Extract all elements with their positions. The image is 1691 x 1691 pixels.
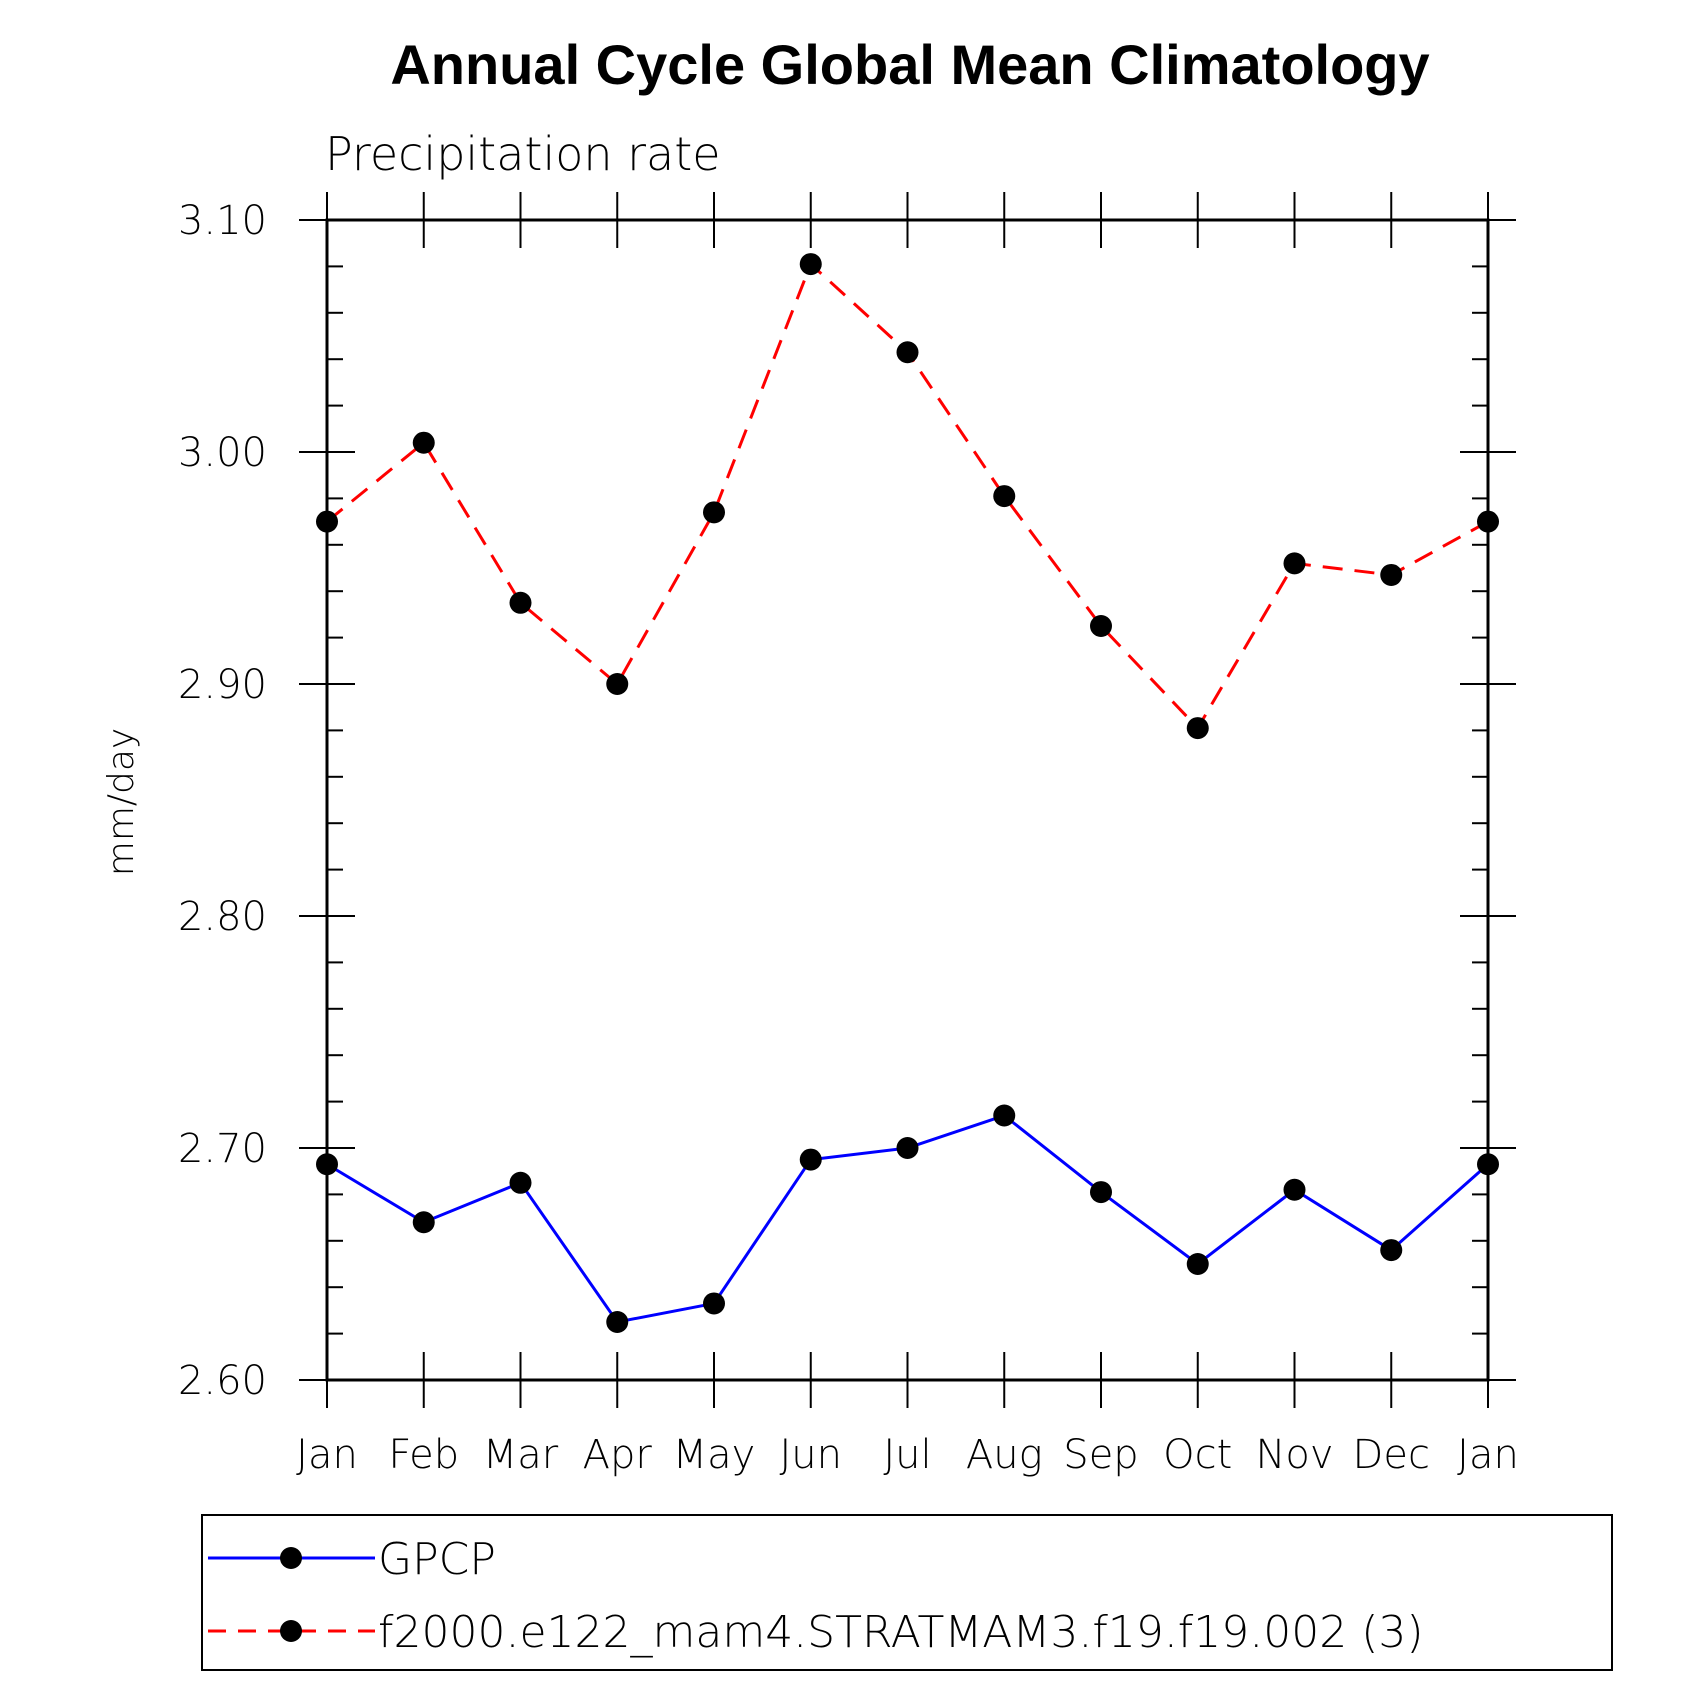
y-tick-label: 3.00: [178, 430, 267, 476]
y-tick-label: 2.90: [178, 662, 267, 708]
x-tick-label: Oct: [1163, 1432, 1232, 1478]
x-tick-label: Mar: [483, 1432, 559, 1478]
series-0-point: [993, 1104, 1016, 1127]
series-1-point: [316, 510, 338, 533]
series-0-point: [1090, 1181, 1112, 1204]
x-tick-label: Jun: [780, 1432, 843, 1478]
x-tick-label: Sep: [1063, 1432, 1138, 1478]
series-1-point: [1477, 510, 1499, 533]
series-0-point: [799, 1148, 822, 1171]
x-tick-label: May: [673, 1432, 756, 1478]
legend-marker-gpcp: [280, 1547, 302, 1569]
plot-frame: [325, 218, 1490, 1382]
x-tick-label: Apr: [583, 1432, 653, 1478]
y-tick-label: 2.80: [178, 894, 267, 940]
series-1-point: [993, 485, 1016, 508]
series-0-point: [606, 1311, 629, 1333]
x-tick-label: Jul: [883, 1432, 931, 1478]
series-0-point: [1283, 1178, 1306, 1201]
series-1-point: [1380, 563, 1403, 586]
legend-label-model: f2000.e122_mam4.STRATMAM3.f19.f19.002 (3…: [378, 1607, 1424, 1658]
series-layer: [316, 253, 1499, 1333]
x-tick-label: Jan: [1457, 1432, 1519, 1478]
legend-box: [201, 1514, 1613, 1671]
x-tick-label: Feb: [388, 1432, 459, 1478]
series-1-point: [1090, 615, 1112, 637]
series-1-point: [703, 501, 725, 524]
legend-label-gpcp: GPCP: [378, 1534, 496, 1585]
y-tick-label: 2.70: [178, 1126, 267, 1172]
x-tick-label: Aug: [966, 1432, 1043, 1478]
x-tick-label: Jan: [296, 1432, 358, 1478]
chart-subtitle: Precipitation rate: [325, 127, 721, 181]
y-axis-label: mm/day: [101, 728, 142, 876]
series-1-point: [896, 341, 919, 364]
series-0-point: [703, 1292, 725, 1315]
series-line-1: [326, 261, 1489, 731]
x-axis-ticks: Jan Feb Mar Apr May Jun Jul Aug Sep Oct Nov Dec Jan: [296, 192, 1519, 1478]
series-1-point: [799, 253, 822, 276]
series-0-point: [412, 1211, 435, 1234]
legend: GPCP f2000.e122_mam4.STRATMAM3.f19.f19.0…: [201, 1514, 1613, 1671]
y-tick-label: 3.10: [178, 198, 267, 244]
series-1-point: [509, 591, 532, 614]
series-1-point: [412, 431, 435, 454]
series-0-point: [1380, 1239, 1403, 1262]
chart-title: Annual Cycle Global Mean Climatology: [390, 33, 1429, 96]
series-0-point: [509, 1171, 532, 1194]
series-1-point: [1186, 717, 1209, 740]
series-0-point: [1186, 1253, 1209, 1275]
x-tick-label: Nov: [1255, 1432, 1333, 1478]
series-0-point: [316, 1153, 338, 1176]
y-tick-label: 2.60: [178, 1358, 267, 1404]
series-0-point: [896, 1137, 919, 1159]
x-tick-label: Dec: [1353, 1432, 1430, 1478]
series-1-point: [1283, 552, 1306, 575]
legend-marker-model: [280, 1620, 302, 1642]
y-axis-ticks: 2.60 2.70 2.80 2.90 3.00 3.10: [178, 198, 1516, 1404]
series-1-point: [606, 673, 629, 695]
series-0-point: [1477, 1153, 1499, 1176]
